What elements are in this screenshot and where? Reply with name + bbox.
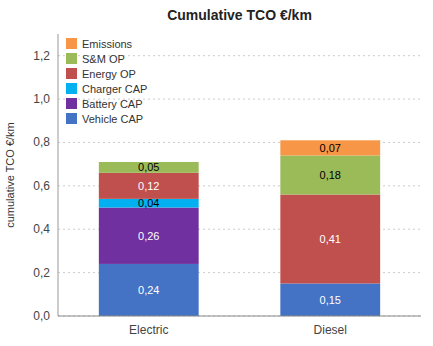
y-axis-line	[58, 34, 59, 316]
bar-segment	[99, 208, 199, 264]
title: Cumulative TCO €/km	[167, 7, 312, 23]
bar-segment	[99, 264, 199, 316]
y-tick-label: 0,0	[33, 309, 50, 323]
bars	[99, 140, 380, 316]
legend-swatch	[66, 113, 77, 124]
chart: Cumulative TCO €/km cumulative TCO €/km 0,…	[0, 0, 433, 346]
legend-swatch	[66, 53, 77, 64]
y-tick-label: 0,2	[33, 266, 50, 280]
data-label: 0,12	[138, 180, 159, 192]
data-label: 0,26	[138, 230, 159, 242]
legend-label: S&M OP	[82, 53, 125, 65]
y-tick-label: 1,2	[33, 49, 50, 63]
legend-swatch	[66, 68, 77, 79]
legend-label: Battery CAP	[82, 98, 143, 110]
data-label: 0,07	[320, 142, 341, 154]
y-axis-label: cumulative TCO €/km	[4, 122, 16, 228]
data-label: 0,05	[138, 161, 159, 173]
legend-label: Emissions	[82, 38, 133, 50]
y-tick-label: 0,4	[33, 222, 50, 236]
x-tick-label: Diesel	[314, 323, 347, 337]
x-tick-label: Electric	[129, 323, 168, 337]
legend-swatch	[66, 38, 77, 49]
bar-segment	[99, 173, 199, 199]
data-label: 0,04	[138, 197, 159, 209]
legend-label: Vehicle CAP	[82, 113, 143, 125]
legend-swatch	[66, 98, 77, 109]
grid	[58, 56, 421, 316]
legend-label: Energy OP	[82, 68, 136, 80]
bar-segment	[280, 155, 380, 194]
data-label: 0,18	[320, 169, 341, 181]
legend-label: Charger CAP	[82, 83, 147, 95]
bar-segment	[99, 162, 199, 173]
legend-swatch	[66, 83, 77, 94]
legend: Emissions S&M OP Energy OP Charger CAP Batte…	[66, 38, 147, 125]
bar-segment	[280, 283, 380, 316]
grid-line	[58, 316, 421, 317]
data-label: 0,41	[320, 233, 341, 245]
y-tick-label: 1,0	[33, 92, 50, 106]
data-labels: 0,24 0,15 0,26 0,04 0,12 0,41 0,05 0,18 0,07	[138, 142, 341, 306]
bar-segment	[280, 140, 380, 155]
y-tick-label: 0,6	[33, 179, 50, 193]
data-label: 0,24	[138, 284, 159, 296]
x-axis-line	[58, 316, 421, 317]
data-label: 0,15	[320, 294, 341, 306]
y-tick-label: 0,8	[33, 135, 50, 149]
bar-segment	[280, 195, 380, 284]
